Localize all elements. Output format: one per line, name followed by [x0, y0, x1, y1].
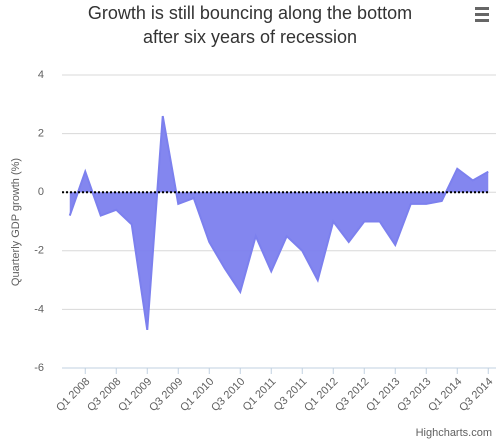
y-axis-label: Quarterly GDP growth (%) — [10, 158, 22, 286]
area-line — [68, 115, 489, 331]
y-tick-label: 2 — [38, 128, 44, 140]
y-tick-label: -4 — [34, 303, 44, 315]
y-tick-label: 0 — [38, 186, 44, 198]
x-tick-label: Q3 2014 — [457, 376, 495, 414]
chart-title: Growth is still bouncing along the botto… — [88, 3, 412, 23]
y-tick-label: -6 — [34, 362, 44, 374]
menu-bar — [475, 19, 489, 22]
menu-bar — [475, 7, 489, 10]
y-tick-label: 4 — [38, 69, 44, 81]
menu-bar — [475, 13, 489, 16]
credits[interactable]: Highcharts.com — [416, 427, 492, 439]
x-tick-label: Q3 2010 — [209, 376, 247, 414]
y-tick-label: -2 — [34, 245, 44, 257]
menu-button[interactable] — [475, 7, 489, 22]
x-tick-label: Q1 2011 — [241, 376, 279, 414]
chart-title: after six years of recession — [143, 27, 357, 47]
area-fill — [69, 116, 489, 330]
